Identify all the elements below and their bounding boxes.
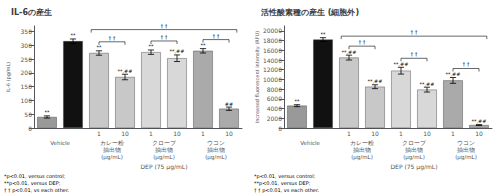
svg-text:150: 150	[21, 83, 33, 90]
svg-text:**: **	[71, 32, 77, 38]
svg-text:300: 300	[21, 42, 33, 49]
svg-text:1: 1	[451, 130, 455, 137]
svg-text:抽出物: 抽出物	[353, 147, 371, 153]
svg-text:† † p<0.01, vs each other.: † † p<0.01, vs each other.	[254, 187, 320, 194]
svg-text:10000: 10000	[263, 76, 282, 83]
svg-text:200: 200	[21, 69, 33, 76]
svg-text:**,##: **,##	[368, 78, 383, 84]
svg-text:*p<0.01, versus control;: *p<0.01, versus control;	[254, 173, 316, 180]
svg-text:† †: † †	[160, 23, 167, 29]
svg-text:† †: † †	[108, 35, 115, 41]
svg-text:抽出物: 抽出物	[457, 147, 475, 153]
svg-text:**,##: **,##	[472, 118, 487, 124]
svg-text:14000: 14000	[263, 57, 282, 64]
svg-text:**,##: **,##	[420, 81, 435, 87]
svg-text:**p<0.01, versus DEP;: **p<0.01, versus DEP;	[4, 180, 61, 187]
svg-text:カレー粉: カレー粉	[350, 140, 374, 146]
svg-text:##: ##	[225, 101, 233, 107]
svg-text:**,##: **,##	[342, 49, 357, 55]
svg-text:8000: 8000	[267, 86, 282, 93]
svg-text:0: 0	[28, 125, 32, 132]
svg-text:クローブ: クローブ	[152, 139, 177, 146]
svg-text:**: **	[201, 42, 207, 48]
svg-text:† †: † †	[358, 39, 365, 45]
svg-text:16000: 16000	[263, 47, 282, 54]
svg-text:50: 50	[24, 111, 32, 118]
svg-text:抽出物: 抽出物	[155, 147, 173, 153]
svg-text:6000: 6000	[267, 95, 282, 102]
svg-text:**: **	[295, 98, 301, 104]
svg-text:(μg/mL): (μg/mL)	[455, 154, 477, 161]
svg-text:DEP (75 μg/mL): DEP (75 μg/mL)	[391, 163, 438, 171]
svg-text:**,##: **,##	[446, 71, 461, 77]
svg-text:1: 1	[201, 130, 205, 137]
svg-text:† †: † †	[160, 34, 167, 40]
svg-text:Vehicle: Vehicle	[300, 140, 320, 146]
svg-text:抽出物: 抽出物	[207, 147, 225, 153]
svg-text:† †: † †	[410, 51, 417, 57]
svg-text:1: 1	[399, 130, 403, 137]
svg-text:10: 10	[173, 130, 181, 137]
svg-text:10: 10	[423, 130, 431, 137]
svg-text:† †: † †	[410, 29, 417, 35]
svg-text:活性酸素種の産生 (細胞外): 活性酸素種の産生 (細胞外)	[260, 7, 359, 17]
svg-text:ウコン: ウコン	[207, 140, 225, 146]
svg-text:(μg/mL): (μg/mL)	[403, 154, 425, 161]
svg-text:250: 250	[21, 56, 33, 63]
svg-text:Vehicle: Vehicle	[50, 140, 70, 146]
svg-text:18000: 18000	[263, 37, 282, 44]
svg-text:**,##: **,##	[170, 48, 185, 54]
svg-text:カレー粉: カレー粉	[100, 140, 124, 146]
svg-text:**: **	[149, 43, 155, 49]
svg-text:20000: 20000	[263, 27, 282, 34]
svg-text:抽出物: 抽出物	[405, 147, 423, 153]
svg-text:350: 350	[21, 28, 33, 35]
svg-text:IL-6の産生: IL-6の産生	[11, 7, 52, 17]
svg-text:クローブ: クローブ	[402, 139, 427, 146]
svg-text:† †: † †	[212, 33, 219, 39]
svg-text:2000: 2000	[267, 115, 282, 122]
svg-text:1: 1	[149, 130, 153, 137]
svg-text:**,##: **,##	[118, 68, 133, 74]
svg-text:12000: 12000	[263, 66, 282, 73]
svg-text:**: **	[321, 31, 327, 37]
svg-text:(μg/mL): (μg/mL)	[153, 154, 175, 161]
svg-text:4000: 4000	[267, 105, 282, 112]
svg-text:1: 1	[347, 130, 351, 137]
svg-text:**: **	[45, 109, 51, 115]
svg-text:Increased fluorescent intensit: Increased fluorescent intensity (RFU)	[254, 31, 261, 124]
svg-text:10: 10	[225, 130, 233, 137]
svg-text:抽出物: 抽出物	[103, 147, 121, 153]
svg-text:*p<0.01, versus control;: *p<0.01, versus control;	[4, 173, 66, 180]
svg-text:IL-6 (pg/mL): IL-6 (pg/mL)	[5, 62, 12, 92]
svg-text:100: 100	[21, 97, 33, 104]
svg-text:**,##: **,##	[394, 61, 409, 67]
svg-text:(μg/mL): (μg/mL)	[351, 154, 373, 161]
svg-text:(μg/mL): (μg/mL)	[205, 154, 227, 161]
svg-text:10: 10	[371, 130, 379, 137]
svg-text:(μg/mL): (μg/mL)	[101, 154, 123, 161]
svg-text:† †: † †	[462, 61, 469, 67]
svg-text:1: 1	[97, 130, 101, 137]
svg-text:10: 10	[475, 130, 483, 137]
svg-text:0: 0	[278, 125, 282, 132]
svg-text:ウコン: ウコン	[457, 140, 475, 146]
svg-text:† † p<0.01, vs each other.: † † p<0.01, vs each other.	[4, 187, 70, 194]
svg-text:**: **	[97, 44, 103, 50]
svg-text:**p<0.01, versus DEP;: **p<0.01, versus DEP;	[254, 180, 311, 187]
svg-text:10: 10	[121, 130, 129, 137]
svg-text:DEP (75 μg/mL): DEP (75 μg/mL)	[141, 163, 188, 171]
